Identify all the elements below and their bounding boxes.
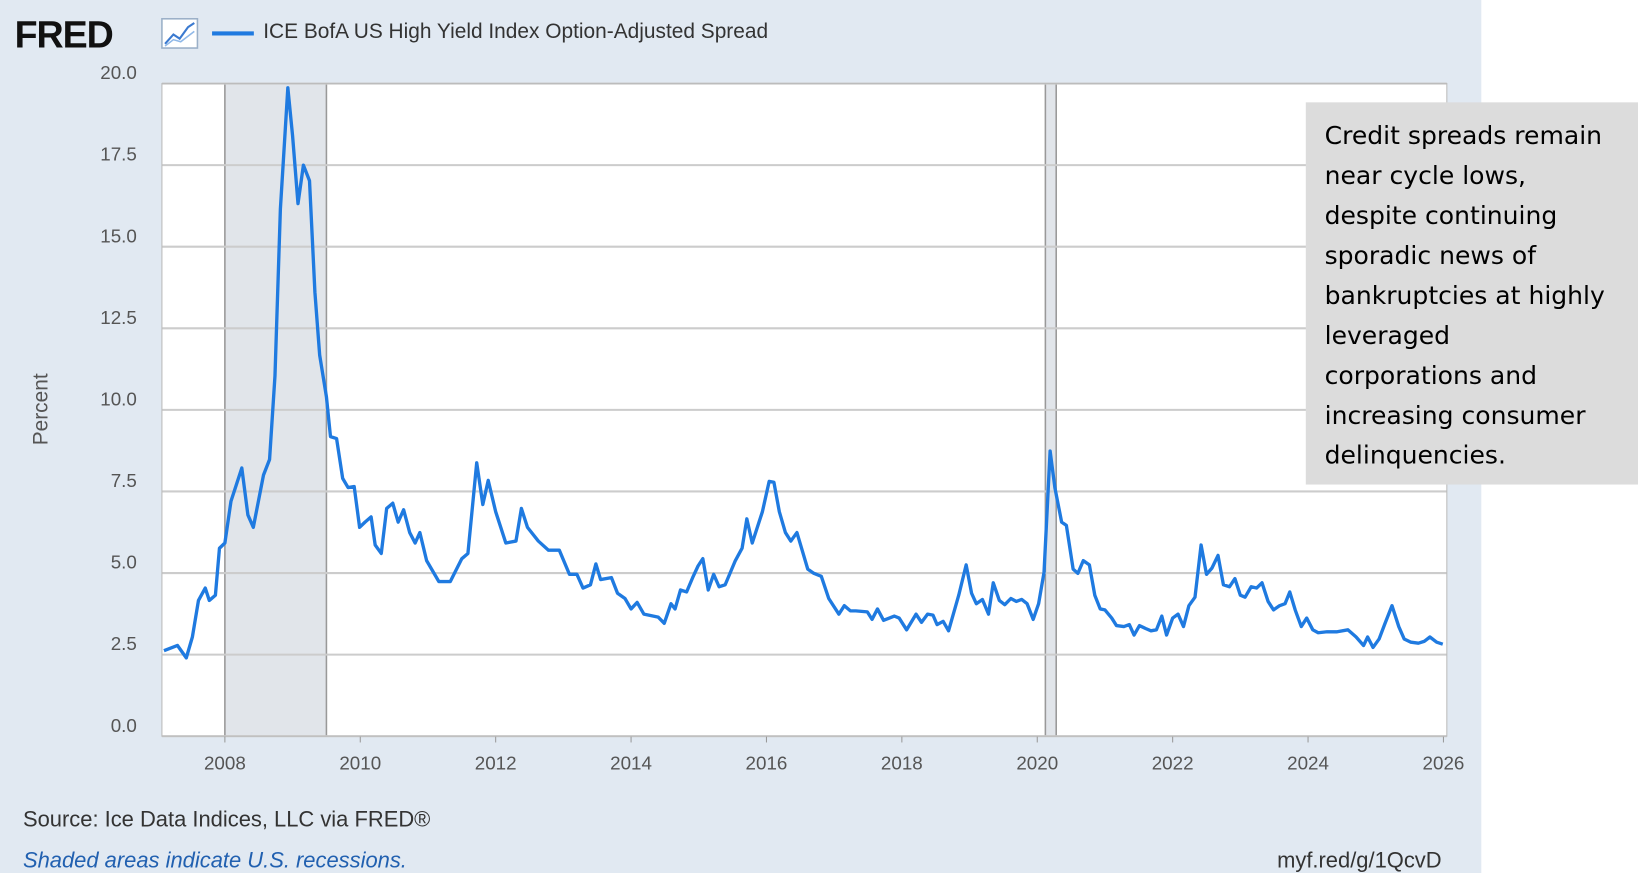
x-tick-label: 2016 [746,752,788,773]
link: myf.red/g/1QcvD [1277,847,1441,872]
annotation-line: sporadic news of [1325,241,1538,270]
x-tick-label: 2022 [1152,752,1194,773]
x-tick-label: 2014 [610,752,652,773]
x-tick-label: 2020 [1016,752,1058,773]
legend-label: ICE BofA US High Yield Index Option-Adju… [263,20,768,43]
annotation-line: increasing consumer [1325,401,1587,430]
y-tick-label: 2.5 [111,633,137,654]
x-tick-label: 2026 [1423,752,1465,773]
annotation-box [1305,102,1638,485]
y-tick-label: 20.0 [100,62,137,83]
plot [161,82,1447,743]
y-axis-label: Percent [29,373,52,445]
y-tick-label: 5.0 [111,552,137,573]
y-tick-label: 15.0 [100,225,137,246]
annotation-line: despite continuing [1325,201,1558,230]
x-tick-label: 2024 [1287,752,1329,773]
logo-icon [161,18,199,49]
y-tick-label: 0.0 [111,715,137,736]
x-tick-label: 2018 [881,752,923,773]
x-tick-label: 2008 [204,752,246,773]
x-tick-label: 2010 [339,752,381,773]
annotation-line: leveraged [1325,321,1450,350]
y-tick-label: 7.5 [111,470,137,491]
annotation-line: corporations and [1325,361,1537,390]
source: Source: Ice Data Indices, LLC via FRED® [23,807,430,832]
annotation-line: Credit spreads remain [1325,121,1602,150]
logo: FRED [15,14,113,56]
y-tick-label: 10.0 [100,388,137,409]
note: Shaded areas indicate U.S. recessions. [23,847,407,872]
y-tick-label: 12.5 [100,307,137,328]
annotation-line: bankruptcies at highly [1325,281,1605,310]
y-tick-label: 17.5 [100,144,137,165]
annotation: Credit spreads remain near cycle lows, des… [1325,121,1605,470]
annotation-line: delinquencies. [1325,441,1506,470]
series-line [163,86,1444,660]
annotation-line: near cycle lows, [1325,161,1526,190]
x-tick-label: 2012 [475,752,517,773]
